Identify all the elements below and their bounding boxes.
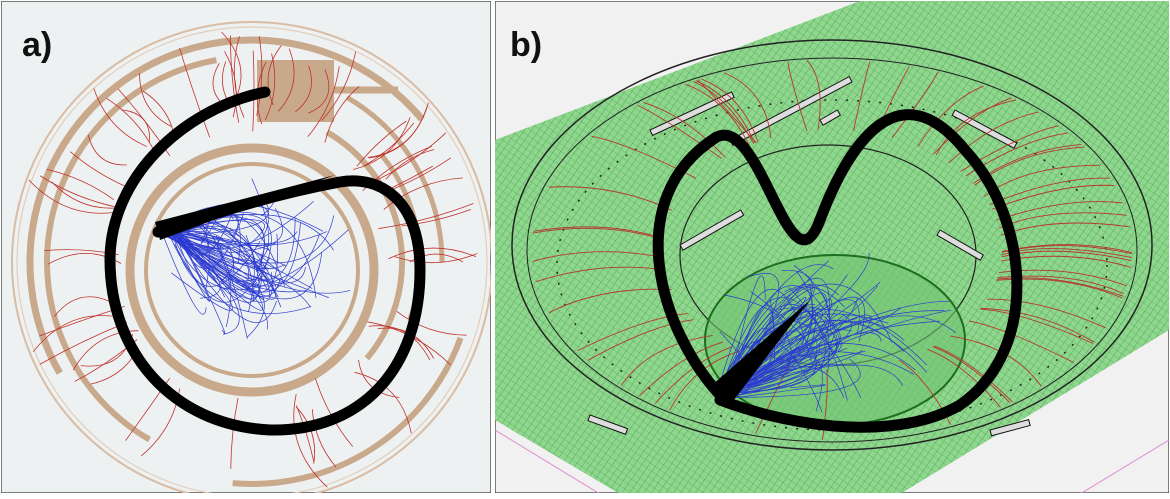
page: a) b) (() => { const data = JSON.parse(d… xyxy=(0,0,1170,494)
figure: a) b) xyxy=(0,0,1170,494)
inner-ring xyxy=(146,164,358,376)
panel-label: b) xyxy=(510,26,542,64)
panel-a: a) xyxy=(1,1,492,494)
panel-b: b) xyxy=(495,1,1169,494)
panel-label: a) xyxy=(22,26,52,64)
